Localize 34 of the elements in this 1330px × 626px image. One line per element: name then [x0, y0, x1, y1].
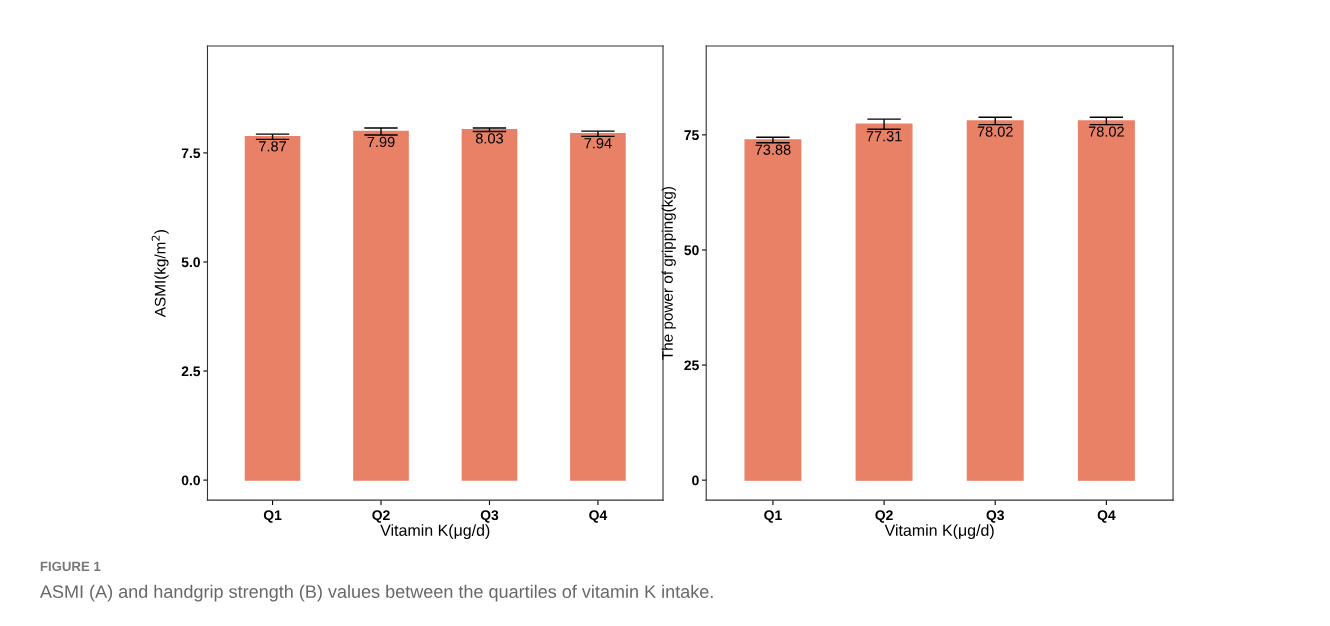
data-label: 8.03 — [475, 133, 504, 144]
y-tick-label: 0.0 — [181, 475, 200, 486]
y-tick-label: 75 — [684, 130, 699, 141]
bar — [855, 123, 913, 481]
x-tick-label: Q3 — [480, 510, 499, 523]
x-tick-label: Q3 — [986, 510, 1004, 523]
x-tick-label: Q1 — [263, 510, 282, 523]
bar — [966, 120, 1024, 481]
bar — [744, 139, 802, 481]
x-tick-label: Q4 — [589, 510, 608, 523]
bar — [1077, 120, 1135, 481]
y-tick-label: 25 — [684, 360, 699, 371]
y-tick-label: 2.5 — [181, 366, 201, 377]
data-label: 7.99 — [367, 136, 395, 148]
y-tick-label: 0 — [692, 475, 699, 486]
y-axis-title: ASMI(kg/m$^{2}$) — [151, 230, 169, 318]
x-axis-title: Vitamin K(μg/d) — [884, 524, 994, 540]
data-label: 78.02 — [977, 126, 1013, 137]
y-tick-label: 50 — [684, 245, 699, 256]
y-tick-label: 7.5 — [181, 148, 201, 159]
y-axis-title: The power of gripping(kg) — [661, 186, 676, 360]
data-label: 7.94 — [584, 138, 612, 149]
data-label: 78.02 — [1088, 126, 1124, 137]
x-tick-label: Q2 — [372, 510, 390, 523]
x-tick-label: Q4 — [1097, 510, 1116, 523]
x-tick-label: Q2 — [875, 510, 893, 523]
x-tick-label: Q1 — [764, 510, 782, 523]
y-tick-label: 5.0 — [181, 257, 200, 268]
x-axis-title: Vitamin K(μg/d) — [380, 524, 490, 540]
text: ASMI (A) and handgrip strength (B) values between the quartiles of vitamin K intake. — [39, 584, 713, 602]
caption: FIGURE 1 — [40, 561, 101, 572]
data-label: 73.88 — [755, 144, 791, 155]
data-label: 7.87 — [259, 141, 287, 152]
data-label: 77.31 — [866, 131, 902, 142]
